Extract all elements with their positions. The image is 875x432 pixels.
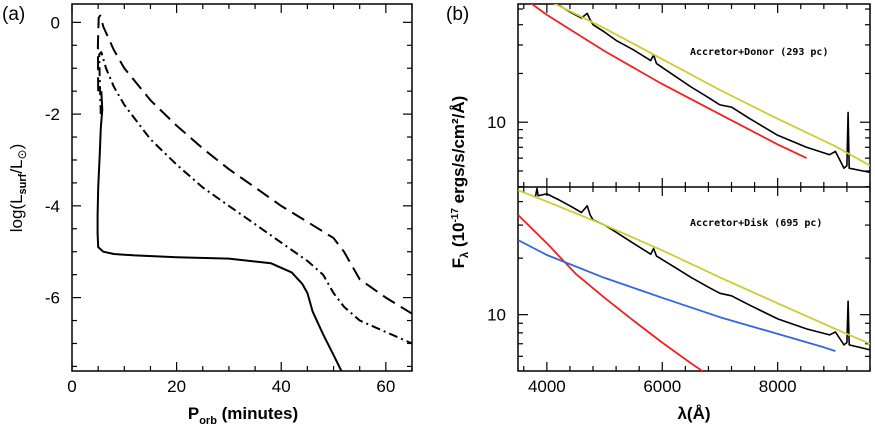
panel-a-series <box>96 14 412 371</box>
panel-b-label: (b) <box>446 4 469 25</box>
panel-b-sub0-observed-spectrum <box>555 4 870 174</box>
panel-a-y-tick-label: -2 <box>45 105 60 124</box>
panel-a-series-dash-dot <box>98 51 412 345</box>
panel-a-x-tick-label: 0 <box>67 377 76 396</box>
panel-a-frame <box>71 3 413 372</box>
panel-b-x-tick-label: 6000 <box>643 377 681 396</box>
panel-a-y-tick-label: -6 <box>45 289 60 308</box>
panel-b-bottom-annotation: Accretor+Disk (695 pc) <box>690 217 822 229</box>
panel-b-sub1-disk <box>518 239 836 352</box>
panel-b-sub1-accretor <box>518 214 704 371</box>
panel-b-sub1-observed-spectrum <box>534 187 870 351</box>
panel-b-x-axis-label: λ(Å) <box>677 404 710 423</box>
panel-b-y-tick-label: 10 <box>487 306 506 325</box>
panel-b-y-tick-label: 10 <box>487 113 506 132</box>
panel-a-y-tick-label: -4 <box>45 197 60 216</box>
panel-a-x-tick-label: 40 <box>272 377 291 396</box>
panel-a-ticks: 0 20 40 60 0 -2 -4 -6 <box>45 4 413 396</box>
panel-a-x-tick-label: 60 <box>376 377 395 396</box>
panel-b-top-annotation: Accretor+Donor (293 pc) <box>690 47 828 58</box>
panel-a-series-dashed <box>96 14 412 315</box>
panel-a-y-axis-label: log(Lsurf/L⊙) <box>7 144 29 233</box>
panel-a-x-tick-label: 20 <box>167 377 186 396</box>
panel-b-sub1-model-fit <box>518 189 870 345</box>
panel-b-sub0-model-fit <box>553 4 870 167</box>
panel-a-label: (a) <box>2 4 25 25</box>
panel-a-series-solid <box>96 91 343 371</box>
panel-a-y-tick-label: 0 <box>51 13 60 32</box>
panel-b-ticks: 10 10 4000 6000 8000 <box>487 4 871 396</box>
panel-b-series <box>518 4 870 371</box>
panel-b-sub0-accretor <box>530 4 807 159</box>
panel-b-x-tick-label: 4000 <box>528 377 566 396</box>
panel-a-x-axis-label: Porb (minutes) <box>188 404 298 427</box>
panel-b-x-tick-label: 8000 <box>759 377 797 396</box>
panel-b-y-axis-label: Fλ (10-17 ergs/s/cm²/Å) <box>449 96 471 269</box>
